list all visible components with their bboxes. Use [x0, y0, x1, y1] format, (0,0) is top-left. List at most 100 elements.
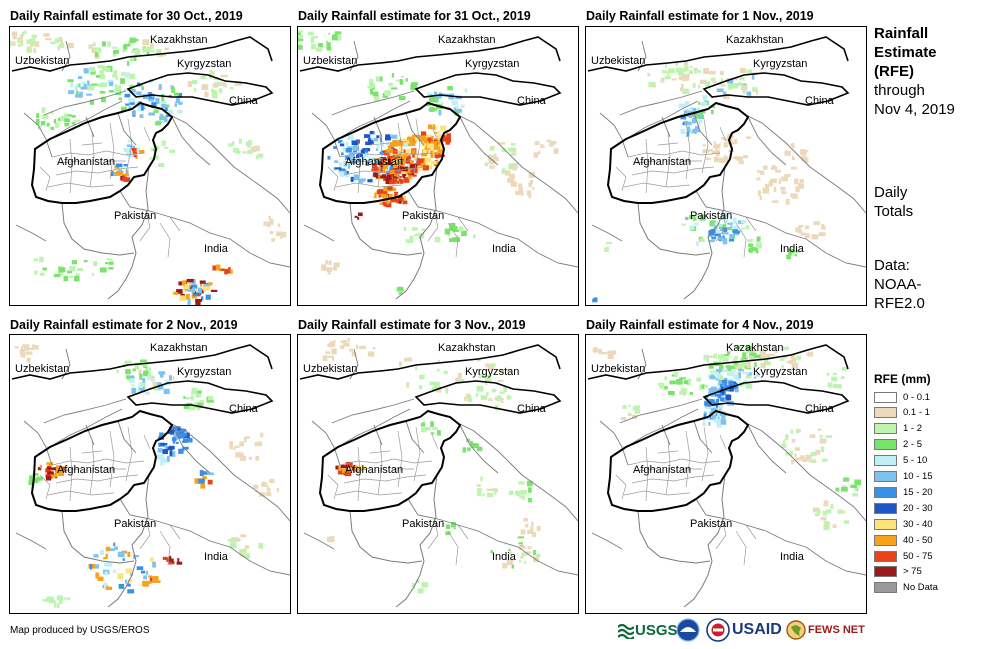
rainfall-cell	[67, 114, 72, 117]
rainfall-cell	[151, 102, 157, 109]
panel-title-4: Daily Rainfall estimate for 2 Nov., 2019	[10, 318, 238, 332]
rainfall-cell	[183, 396, 186, 399]
rainfall-cell	[732, 229, 739, 233]
rainfall-cell	[228, 143, 234, 147]
rainfall-cell	[195, 299, 201, 305]
rainfall-cell	[99, 70, 104, 76]
rainfall-cell	[169, 375, 172, 381]
rainfall-cell	[415, 366, 418, 370]
usgs-logo-text: USGS	[635, 621, 678, 639]
rainfall-cell	[391, 73, 395, 78]
rainfall-cell	[69, 275, 73, 278]
rainfall-cell	[345, 142, 349, 146]
rainfall-cell	[728, 83, 733, 90]
rainfall-cell	[714, 222, 721, 226]
legend-label: 0.1 - 1	[903, 407, 930, 419]
rainfall-cell	[774, 350, 778, 353]
rainfall-cell	[372, 137, 379, 142]
rainfall-cell	[527, 546, 532, 549]
fewsnet-logo: FEWS NET	[786, 618, 865, 642]
rainfall-cell	[129, 102, 135, 105]
rainfall-cell	[235, 445, 240, 448]
rainfall-cell	[441, 136, 444, 142]
rainfall-cell	[163, 388, 170, 395]
rainfall-cell	[113, 50, 119, 54]
rainfall-cell	[367, 179, 373, 183]
rainfall-cell	[689, 70, 693, 74]
rainfall-cell	[476, 446, 483, 452]
rainfall-cell	[385, 180, 390, 184]
rainfall-cell	[719, 364, 724, 369]
rainfall-cell	[680, 84, 684, 91]
rainfall-cell	[123, 164, 129, 167]
rainfall-cell	[491, 389, 496, 393]
rainfall-cell	[176, 561, 183, 565]
rainfall-cell	[775, 169, 781, 173]
rainfall-cell	[817, 221, 820, 226]
rainfall-cell	[105, 561, 113, 567]
rainfall-cell	[518, 183, 523, 188]
rainfall-cell	[326, 46, 332, 51]
rainfall-cell	[351, 140, 359, 146]
rainfall-cell	[778, 178, 782, 185]
rainfall-cell	[520, 529, 526, 535]
rainfall-cell	[339, 143, 345, 147]
rainfall-cell	[648, 81, 656, 88]
rainfall-cell	[509, 173, 515, 180]
rainfall-cell	[78, 76, 83, 79]
rainfall-layer	[10, 30, 287, 305]
rainfall-cell	[551, 141, 557, 145]
district-boundary	[347, 142, 414, 164]
rainfall-cell	[791, 196, 799, 199]
rainfall-cell	[187, 298, 191, 305]
rainfall-cell	[160, 443, 168, 446]
china-boundary	[169, 114, 290, 214]
rainfall-cell	[628, 404, 631, 407]
china-boundary	[745, 422, 866, 522]
rainfall-cell	[820, 446, 825, 453]
pakistan-boundary	[349, 166, 438, 300]
rainfall-cell	[36, 476, 43, 481]
rainfall-cell	[57, 45, 60, 51]
rainfall-cell	[344, 472, 352, 477]
rainfall-cell	[549, 142, 554, 147]
rainfall-cell	[421, 228, 425, 231]
rainfall-cell	[682, 392, 686, 396]
rainfall-cell	[528, 192, 532, 198]
rainfall-cell	[509, 551, 512, 555]
rainfall-cell	[406, 239, 413, 243]
rainfall-cell	[733, 374, 738, 379]
rainfall-cell	[244, 553, 251, 559]
rainfall-cell	[410, 84, 418, 91]
map-label-pakistan: Pakistan	[690, 518, 733, 530]
rainfall-cell	[503, 386, 507, 392]
map-label-afghanistan: Afghanistan	[57, 464, 116, 476]
rainfall-cell	[112, 46, 118, 49]
rainfall-cell	[488, 154, 495, 160]
rainfall-cell	[391, 168, 395, 172]
rainfall-cell	[31, 478, 38, 484]
rainfall-cell	[837, 384, 842, 388]
district-boundary	[397, 430, 403, 488]
legend-item: No Data	[874, 582, 938, 594]
rainfall-cell	[762, 187, 770, 194]
rainfall-cell	[716, 421, 722, 428]
district-boundary	[139, 518, 151, 550]
rainfall-cell	[717, 375, 724, 380]
rainfall-cell	[634, 408, 641, 414]
rainfall-cell	[399, 179, 404, 184]
rainfall-cell	[334, 167, 342, 170]
rainfall-cell	[530, 526, 534, 531]
data-line-1: Data:	[874, 257, 910, 274]
rainfall-cell	[385, 142, 392, 146]
rainfall-cell	[162, 449, 168, 455]
rainfall-cell	[797, 429, 801, 433]
district-boundary	[159, 530, 171, 566]
rainfall-cell	[800, 455, 805, 460]
rainfall-cell	[406, 136, 414, 140]
rainfall-cell	[749, 356, 755, 361]
boundaries	[587, 344, 866, 608]
map-label-kazakhstan: Kazakhstan	[726, 34, 784, 46]
map-label-afghanistan: Afghanistan	[57, 156, 116, 168]
rainfall-cell	[186, 278, 194, 283]
